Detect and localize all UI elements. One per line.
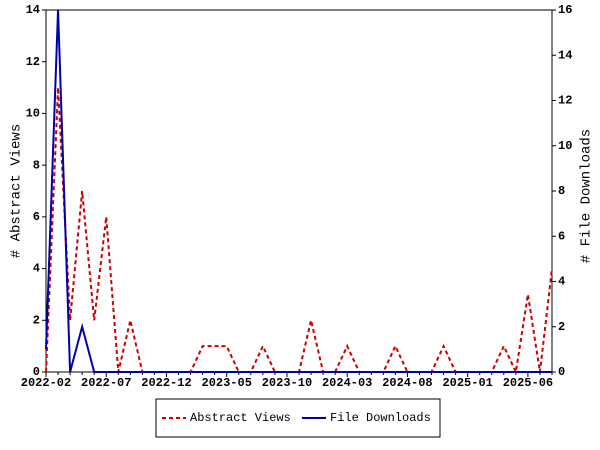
y-axis-label: # Abstract Views <box>9 124 25 258</box>
y-tick-label: 4 <box>33 262 40 276</box>
y2-tick-label: 4 <box>558 275 565 289</box>
legend-box <box>155 398 441 438</box>
x-tick-label: 2025-01 <box>442 376 492 390</box>
y-tick-label: 0 <box>33 365 40 379</box>
y2-tick-label: 10 <box>558 139 572 153</box>
x-tick-label: 2023-10 <box>262 376 312 390</box>
x-tick-label: 2025-06 <box>503 376 553 390</box>
y2-tick-label: 12 <box>558 94 572 108</box>
legend-label: File Downloads <box>330 411 431 425</box>
y-tick-label: 6 <box>33 210 40 224</box>
y2-tick-label: 8 <box>558 184 565 198</box>
x-tick-label: 2024-08 <box>382 376 432 390</box>
y2-tick-label: 6 <box>558 229 565 243</box>
y-tick-label: 10 <box>26 107 40 121</box>
y-tick-label: 12 <box>26 55 40 69</box>
legend-label: Abstract Views <box>190 411 291 425</box>
x-tick-label: 2022-02 <box>21 376 71 390</box>
y2-tick-label: 0 <box>558 365 565 379</box>
x-tick-label: 2022-07 <box>81 376 131 390</box>
series-line <box>45 9 552 373</box>
x-tick-label: 2023-05 <box>202 376 252 390</box>
plot-area <box>45 9 553 373</box>
x-tick-label: 2022-12 <box>141 376 191 390</box>
y2-tick-label: 2 <box>558 320 565 334</box>
y-tick-label: 14 <box>26 3 40 17</box>
x-tick-label: 2024-03 <box>322 376 372 390</box>
y-tick-label: 8 <box>33 158 40 172</box>
y2-tick-label: 16 <box>558 3 572 17</box>
y-tick-label: 2 <box>33 313 40 327</box>
y2-axis-label: # File Downloads <box>579 129 595 263</box>
y2-tick-label: 14 <box>558 48 572 62</box>
